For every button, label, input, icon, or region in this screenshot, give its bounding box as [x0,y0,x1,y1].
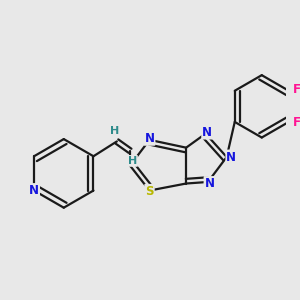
Text: N: N [226,151,236,164]
Text: N: N [145,132,154,145]
Text: N: N [205,177,214,190]
Text: N: N [202,126,212,139]
Text: N: N [29,184,39,197]
Text: F: F [292,83,300,97]
Text: F: F [292,116,300,129]
Text: H: H [110,126,119,136]
Text: S: S [145,185,154,198]
Text: H: H [128,156,137,166]
